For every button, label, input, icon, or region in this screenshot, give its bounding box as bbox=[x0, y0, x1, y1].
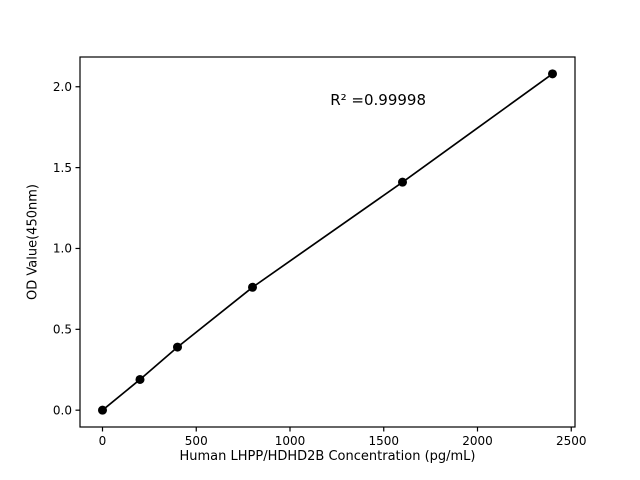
x-tick-label: 1500 bbox=[368, 434, 399, 448]
y-tick-label: 0.0 bbox=[53, 403, 72, 417]
y-axis-label: OD Value(450nm) bbox=[25, 184, 41, 300]
x-tick-label: 1000 bbox=[275, 434, 306, 448]
data-point bbox=[135, 374, 145, 384]
x-tick-label: 2500 bbox=[556, 434, 587, 448]
data-point bbox=[548, 69, 557, 79]
x-axis-label: Human LHPP/HDHD2B Concentration (pg/mL) bbox=[179, 449, 476, 464]
axes-frame bbox=[79, 56, 576, 428]
data-point bbox=[398, 177, 407, 187]
data-point bbox=[248, 282, 257, 292]
y-tick-label: 2.0 bbox=[53, 80, 72, 94]
standard-curve-line bbox=[101, 72, 554, 412]
x-tick-label: 500 bbox=[185, 434, 208, 448]
data-point bbox=[173, 342, 182, 352]
x-tick-label: 0 bbox=[99, 434, 107, 448]
x-tick-label: 2000 bbox=[462, 434, 493, 448]
y-tick-label: 1.0 bbox=[53, 242, 72, 256]
y-tick-label: 0.5 bbox=[53, 323, 72, 337]
r-squared-annotation: R² =0.99998 bbox=[330, 90, 427, 109]
data-point bbox=[98, 405, 107, 415]
y-tick-label: 1.5 bbox=[53, 161, 72, 175]
